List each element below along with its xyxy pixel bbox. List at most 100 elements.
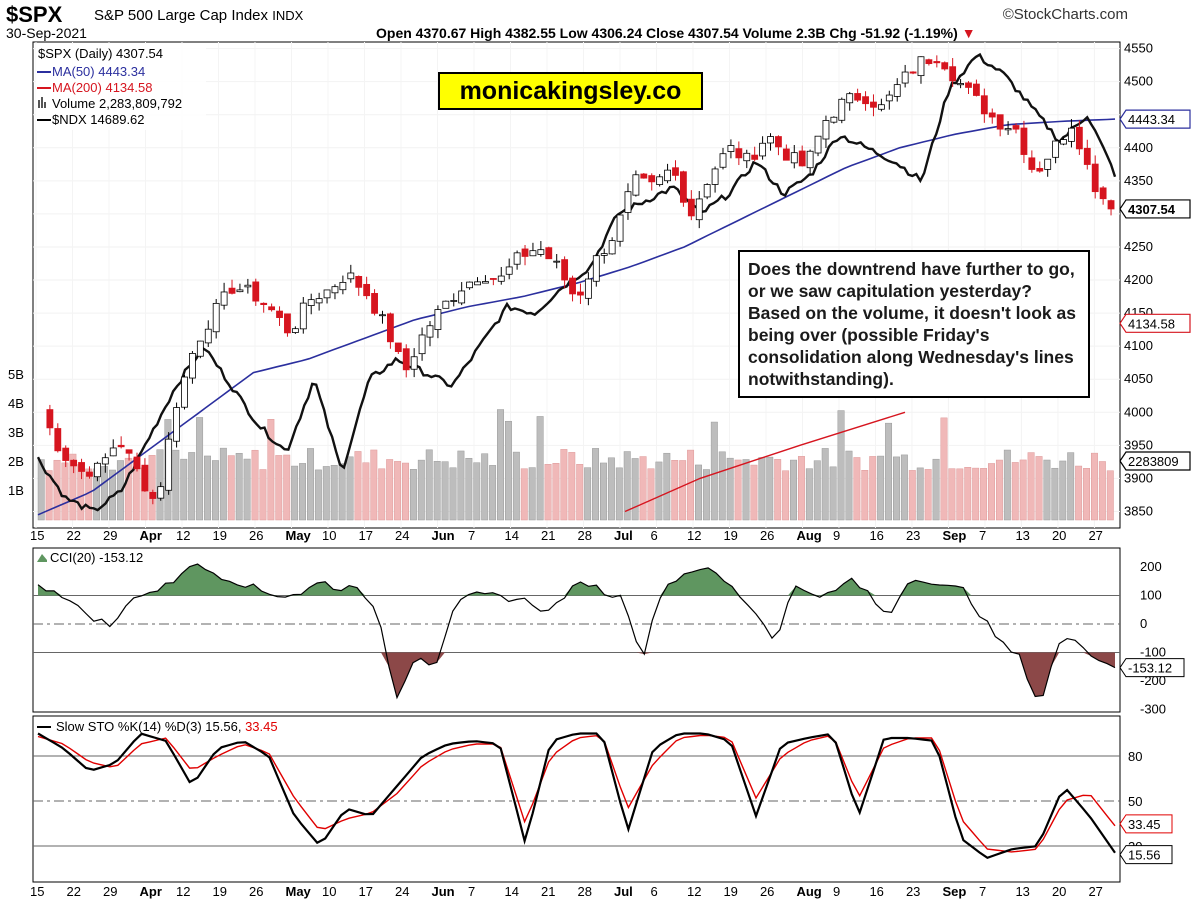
x-tick-label-bottom: 17: [358, 884, 372, 899]
x-tick-label-bottom: 22: [66, 884, 80, 899]
volume-bar: [1043, 459, 1051, 521]
x-tick-label-top: Sep: [942, 528, 966, 543]
volume-bar: [314, 469, 322, 521]
volume-bar: [362, 462, 370, 521]
volume-bar: [465, 457, 473, 521]
candle-body: [284, 313, 291, 334]
candle-body: [474, 281, 481, 286]
candle-body: [743, 152, 751, 162]
sto-d-tag-box: [1119, 814, 1173, 834]
sto-tick-label: 80: [1128, 749, 1142, 764]
volume-bar: [845, 450, 853, 521]
volume-bar: [734, 459, 742, 521]
volume-bar: [908, 470, 916, 521]
volume-bar: [623, 451, 631, 521]
candle-body: [70, 459, 78, 467]
x-tick-label-top: 17: [358, 528, 372, 543]
volume-bar: [766, 456, 774, 521]
volume-bar: [346, 456, 354, 521]
volume-bar: [481, 453, 489, 521]
volume-bar: [322, 466, 330, 521]
x-tick-label-top: 20: [1052, 528, 1066, 543]
volume-bar: [259, 469, 267, 521]
candle-body: [814, 135, 822, 154]
volume-bar: [687, 449, 695, 521]
volume-bar: [560, 449, 568, 521]
volume-bar: [940, 417, 948, 521]
candle-body: [1020, 127, 1028, 155]
x-tick-label-top: 28: [577, 528, 591, 543]
candle-body: [410, 356, 418, 370]
candle-body: [1004, 128, 1012, 131]
volume-bar: [837, 410, 845, 521]
volume-bar: [45, 470, 53, 521]
sto-k-tag-box: [1119, 845, 1173, 865]
volume-bar: [283, 454, 291, 521]
volume-bar: [441, 461, 449, 521]
x-tick-label-bottom: Sep: [942, 884, 966, 899]
candle-body: [1060, 139, 1067, 145]
x-tick-label-bottom: 23: [906, 884, 920, 899]
candle-body: [252, 281, 260, 302]
x-tick-label-top: 13: [1015, 528, 1029, 543]
sto-k-tag: 15.56: [1128, 848, 1161, 863]
candle-body: [196, 340, 204, 357]
volume-bar: [805, 468, 813, 521]
x-tick-label-top: 16: [869, 528, 883, 543]
cci-tick-label: 0: [1140, 616, 1147, 631]
close-tag: 4307.54: [1128, 202, 1176, 217]
candle-body: [925, 59, 933, 65]
x-tick-label-top: 6: [650, 528, 657, 543]
x-tick-label-bottom: 26: [760, 884, 774, 899]
candle-body: [798, 150, 806, 167]
candle-body: [117, 444, 125, 448]
ohlc-readout: Open 4370.67 High 4382.55 Low 4306.24 Cl…: [376, 25, 958, 41]
ma200-tag-box: [1119, 313, 1191, 333]
candle-body: [862, 96, 869, 105]
candle-body: [173, 407, 180, 442]
candle-body: [672, 167, 679, 176]
volume-bar: [782, 470, 790, 521]
volume-bar: [1051, 467, 1059, 521]
volume-bar: [718, 451, 726, 521]
volume-bar: [69, 453, 77, 521]
candle-body: [711, 168, 719, 185]
down-arrow-icon: ▼: [961, 25, 976, 41]
candle-body: [846, 93, 854, 104]
candle-body: [228, 287, 236, 294]
x-tick-label-top: 12: [176, 528, 190, 543]
volume-tag-box: [1119, 451, 1191, 471]
candle-body: [703, 184, 711, 198]
price-tick-label: 4550: [1124, 41, 1153, 56]
candle-body: [204, 328, 212, 344]
volume-bar: [853, 457, 861, 521]
volume-bar: [916, 467, 924, 521]
candle-body: [86, 471, 93, 477]
candle-body: [339, 281, 347, 291]
volume-bar: [291, 465, 299, 521]
candle-body: [482, 281, 489, 284]
candle-body: [1091, 163, 1099, 193]
candle-body: [885, 94, 893, 102]
candle-body: [78, 462, 85, 472]
candle-body: [901, 71, 909, 84]
volume-bar: [774, 459, 782, 521]
candle-body: [157, 486, 165, 499]
cci-tick-label: -300: [1140, 702, 1166, 717]
volume-bar: [219, 447, 227, 521]
candle-body: [1075, 126, 1083, 150]
sto-d-tag: 33.45: [1128, 817, 1161, 832]
volume-bar: [1083, 468, 1090, 521]
x-tick-label-bottom: 27: [1088, 884, 1102, 899]
x-tick-label-bottom: 12: [176, 884, 190, 899]
candle-body: [537, 249, 545, 255]
volume-bar: [1059, 460, 1067, 521]
candle-body: [1083, 147, 1091, 165]
volume-bar: [592, 448, 600, 521]
volume-bar: [330, 465, 338, 521]
volume-bar: [742, 459, 750, 521]
volume-bar: [473, 462, 481, 521]
volume-bar: [402, 462, 409, 521]
x-tick-label-bottom: 20: [1052, 884, 1066, 899]
